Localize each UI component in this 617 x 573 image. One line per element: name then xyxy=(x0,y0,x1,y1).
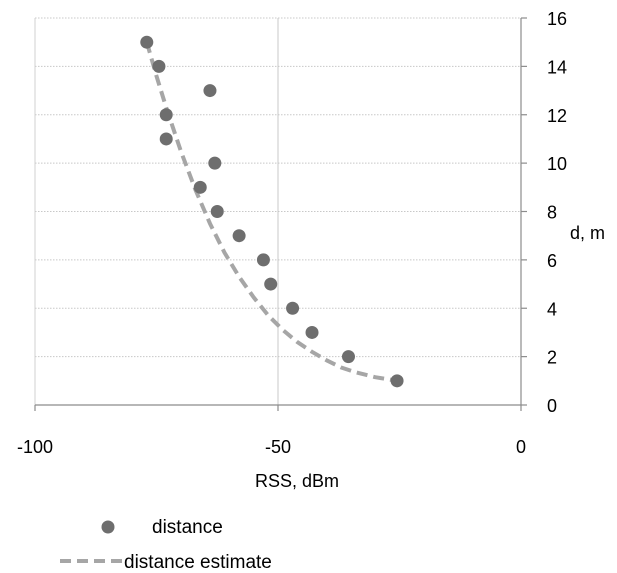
y-tick-label: 14 xyxy=(547,57,567,77)
distance-data-point xyxy=(203,84,217,98)
y-tick-label: 12 xyxy=(547,106,567,126)
distance-data-point xyxy=(210,205,224,218)
distance-data-point xyxy=(390,374,404,388)
axes xyxy=(34,17,527,411)
legend-distance-marker xyxy=(101,520,115,534)
data-points-layer xyxy=(140,35,404,388)
distance-data-point xyxy=(208,156,222,170)
x-tick-label: -100 xyxy=(17,437,53,457)
distance-data-point xyxy=(159,108,173,122)
y-tick-label: 6 xyxy=(547,251,557,271)
distance-data-point xyxy=(232,229,246,243)
distance-data-point xyxy=(159,132,173,146)
distance-data-point xyxy=(140,35,154,49)
legend: distance distance estimate xyxy=(60,517,272,573)
y-tick-label: 4 xyxy=(547,299,557,319)
distance-data-point xyxy=(256,253,270,267)
y-tick-label: 2 xyxy=(547,348,557,368)
y-tick-label: 10 xyxy=(547,154,567,174)
x-axis-title: RSS, dBm xyxy=(255,471,339,491)
y-axis-title: d, m xyxy=(570,223,605,243)
distance-estimate-line xyxy=(144,41,398,383)
y-tick-label: 8 xyxy=(547,203,557,223)
y-tick-label: 0 xyxy=(547,396,557,416)
distance-data-point xyxy=(341,350,355,364)
distance-data-point xyxy=(264,277,278,291)
grid-lines xyxy=(34,17,521,405)
x-tick-label: -50 xyxy=(265,437,291,457)
tick-labels: -100 -50 0 0 2 4 6 8 10 12 14 16 xyxy=(17,9,567,457)
y-tick-label: 16 xyxy=(547,9,567,29)
legend-distance-label: distance xyxy=(152,517,223,538)
distance-data-point xyxy=(152,59,166,73)
distance-data-point xyxy=(286,301,300,315)
distance-data-point xyxy=(193,180,207,194)
legend-estimate-label: distance estimate xyxy=(124,552,272,573)
distance-data-point xyxy=(305,325,319,339)
x-tick-label: 0 xyxy=(516,437,526,457)
estimate-line-layer xyxy=(144,41,398,383)
